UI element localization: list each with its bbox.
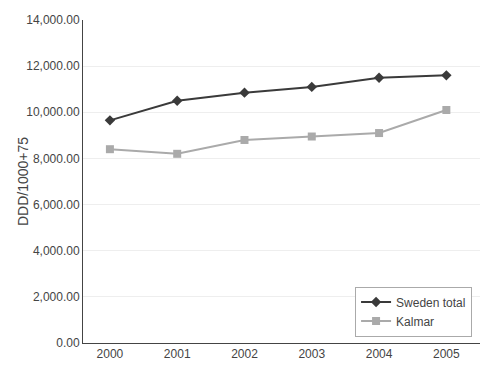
- svg-text:Sweden total: Sweden total: [396, 296, 465, 310]
- svg-text:2,000.00: 2,000.00: [33, 290, 80, 304]
- svg-text:Kalmar: Kalmar: [396, 315, 434, 329]
- svg-text:0.00: 0.00: [56, 336, 80, 350]
- svg-text:2002: 2002: [231, 347, 258, 361]
- svg-text:12,000.00: 12,000.00: [26, 59, 80, 73]
- svg-text:2000: 2000: [97, 347, 124, 361]
- svg-text:2003: 2003: [298, 347, 325, 361]
- svg-text:DDD/1000+75: DDD/1000+75: [15, 137, 31, 226]
- svg-text:2005: 2005: [433, 347, 460, 361]
- svg-text:6,000.00: 6,000.00: [33, 198, 80, 212]
- svg-text:4,000.00: 4,000.00: [33, 244, 80, 258]
- svg-text:2004: 2004: [366, 347, 393, 361]
- svg-text:2001: 2001: [164, 347, 191, 361]
- svg-text:14,000.00: 14,000.00: [26, 13, 80, 27]
- svg-text:8,000.00: 8,000.00: [33, 152, 80, 166]
- svg-text:10,000.00: 10,000.00: [26, 105, 80, 119]
